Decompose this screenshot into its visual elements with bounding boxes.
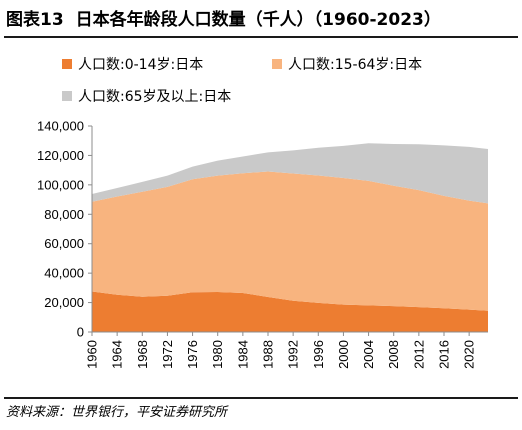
x-tick-label: 1972: [160, 340, 175, 369]
area-age-65-plus: [92, 143, 488, 204]
x-tick-label: 1988: [261, 340, 276, 369]
figure-title-text: 日本各年龄段人口数量（千人）（1960-2023）: [75, 10, 441, 30]
x-tick-label: 2000: [336, 340, 351, 369]
legend-item-15-64: 人口数:15-64岁:日本: [272, 54, 422, 74]
x-tick-label: 2012: [411, 340, 426, 369]
legend-swatch-15-64: [272, 59, 282, 69]
y-tick-label: 140,000: [37, 119, 84, 134]
y-tick-label: 20,000: [44, 295, 84, 310]
legend-swatch-65-plus: [62, 91, 72, 101]
x-tick-label: 1964: [110, 340, 125, 369]
figure-number: 图表13: [6, 10, 64, 30]
y-tick-label: 40,000: [44, 266, 84, 281]
legend-label-65-plus: 人口数:65岁及以上:日本: [78, 89, 232, 105]
y-tick-label: 0: [77, 325, 84, 340]
x-tick-label: 2008: [386, 340, 401, 369]
x-tick-label: 2016: [437, 340, 452, 369]
x-tick-label: 1996: [311, 340, 326, 369]
x-tick-label: 1960: [85, 340, 100, 369]
y-tick-label: 120,000: [37, 148, 84, 163]
legend-item-0-14: 人口数:0-14岁:日本: [62, 54, 203, 74]
x-tick-label: 1984: [235, 340, 250, 369]
x-tick-label: 2020: [462, 340, 477, 369]
area-age-15-64: [92, 171, 488, 311]
legend-item-65-plus: 人口数:65岁及以上:日本: [62, 86, 231, 106]
source-note: 资料来源：世界银行，平安证券研究所: [6, 405, 228, 420]
legend-swatch-0-14: [62, 59, 72, 69]
stacked-area-chart: 0 20,000 40,000 60,000 80,000 100,000 120,000 1…: [37, 119, 488, 369]
y-tick-label: 60,000: [44, 236, 84, 251]
chart-title: 图表13 日本各年龄段人口数量（千人）（1960-2023）: [6, 7, 518, 33]
y-tick-label: 80,000: [44, 207, 84, 222]
x-tick-label: 1976: [185, 340, 200, 369]
legend-label-15-64: 人口数:15-64岁:日本: [288, 57, 423, 73]
x-tick-label: 1992: [286, 340, 301, 369]
y-tick-label: 100,000: [37, 177, 84, 192]
x-tick-label: 1980: [210, 340, 225, 369]
x-tick-label: 1968: [135, 340, 150, 369]
area-age-0-14: [92, 291, 488, 332]
source-rule: [4, 397, 518, 399]
title-rule: [4, 36, 518, 38]
x-tick-label: 2004: [361, 340, 376, 369]
legend-label-0-14: 人口数:0-14岁:日本: [78, 57, 204, 73]
